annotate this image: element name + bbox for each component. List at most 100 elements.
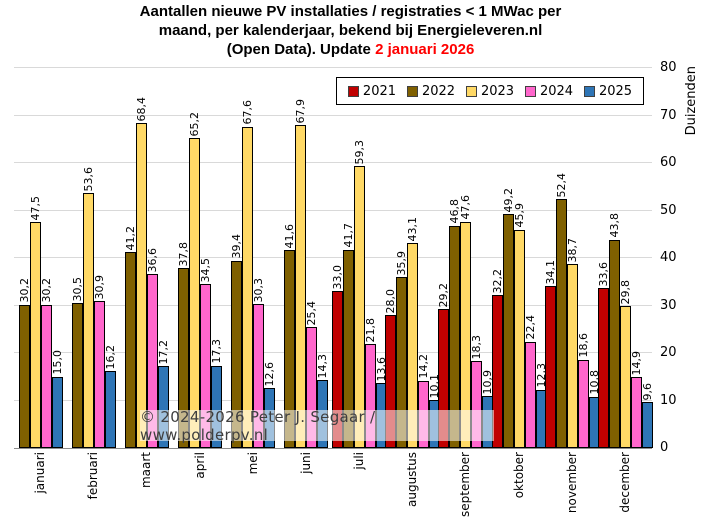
legend: 2021 2022 2023 2024 2025 <box>336 77 644 105</box>
value-label-mei-2023: 67,6 <box>241 100 255 125</box>
x-label-januari: januari <box>33 452 48 494</box>
legend-swatch-2022 <box>406 85 418 97</box>
legend-label-2021: 2021 <box>362 83 397 99</box>
bar-februari-2024 <box>93 301 105 448</box>
gridline-60 <box>14 162 652 163</box>
value-label-december-2024: 14,9 <box>629 350 643 376</box>
bar-juli-2023 <box>354 166 366 448</box>
legend-item-2022: 2022 <box>406 83 456 99</box>
value-label-januari-2023: 47,5 <box>28 195 42 221</box>
bar-augustus-2023 <box>407 243 419 448</box>
x-label-juli: juli <box>352 452 367 470</box>
y-tick-40: 40 <box>660 250 677 265</box>
x-label-oktober: oktober <box>511 452 526 499</box>
legend-label-2023: 2023 <box>480 83 515 99</box>
chart-title-line3-prefix: (Open Data). Update <box>226 41 376 58</box>
value-label-februari-2025: 16,2 <box>103 344 117 370</box>
x-label-september: september <box>458 452 473 517</box>
value-label-januari-2024: 30,2 <box>39 278 53 303</box>
y-tick-80: 80 <box>660 60 677 75</box>
bar-januari-2023 <box>29 222 41 448</box>
bar-februari-2025 <box>104 371 116 448</box>
value-label-mei-2022: 39,4 <box>230 234 244 259</box>
value-label-november-2023: 38,7 <box>565 237 579 263</box>
chart-title: Aantallen nieuwe PV installaties / regis… <box>0 2 701 59</box>
value-label-maart-2022: 41,2 <box>123 225 137 251</box>
y-tick-50: 50 <box>660 202 677 218</box>
bar-januari-2024 <box>40 304 52 448</box>
bar-mei-2023 <box>242 126 254 448</box>
legend-item-2021: 2021 <box>347 83 397 99</box>
chart-title-line3: (Open Data). Update 2 januari 2026 <box>0 40 701 59</box>
gridline-40 <box>14 257 652 258</box>
bar-november-2023 <box>566 264 578 448</box>
value-label-november-2024: 18,6 <box>576 333 590 358</box>
value-label-oktober-2025: 12,3 <box>534 363 548 388</box>
x-label-april: april <box>192 452 207 479</box>
x-label-maart: maart <box>139 452 154 489</box>
value-label-juni-2024: 25,4 <box>305 300 319 326</box>
bar-juli-2021 <box>332 291 344 448</box>
bar-november-2021 <box>544 286 556 448</box>
value-label-september-2025: 10,9 <box>481 369 495 395</box>
value-label-juli-2024: 21,8 <box>364 317 378 343</box>
x-label-augustus: augustus <box>405 452 420 507</box>
value-label-mei-2024: 30,3 <box>252 277 266 303</box>
plot-area: 30,2 47,5 30,2 15,0 30,5 53,6 30,9 16,2 41,2 68,4… <box>14 67 654 449</box>
value-label-mei-2025: 12,6 <box>263 361 277 387</box>
value-label-april-2023: 65,2 <box>188 111 202 137</box>
value-label-juli-2022: 41,7 <box>342 223 356 248</box>
legend-label-2024: 2024 <box>539 83 574 99</box>
y-tick-30: 30 <box>660 297 677 313</box>
bar-april-2025 <box>211 365 223 448</box>
value-label-februari-2023: 53,6 <box>81 166 95 192</box>
bar-december-2024 <box>630 377 642 448</box>
legend-label-2025: 2025 <box>598 83 633 99</box>
value-label-september-2021: 29,2 <box>437 282 451 308</box>
bar-februari-2023 <box>82 193 94 448</box>
legend-label-2022: 2022 <box>421 83 456 99</box>
value-label-december-2023: 29,8 <box>618 279 632 305</box>
value-label-maart-2024: 36,6 <box>145 247 159 273</box>
bar-april-2022 <box>178 268 190 448</box>
bar-januari-2022 <box>18 304 30 448</box>
value-label-juni-2023: 67,9 <box>294 98 308 124</box>
bar-juni-2024 <box>306 327 318 448</box>
bar-februari-2022 <box>71 303 83 448</box>
bar-juni-2023 <box>295 125 307 448</box>
value-label-september-2023: 47,6 <box>459 195 473 220</box>
x-label-november: november <box>564 452 579 514</box>
bar-september-2023 <box>460 221 472 448</box>
value-label-november-2022: 52,4 <box>554 172 568 198</box>
legend-item-2025: 2025 <box>583 83 633 99</box>
legend-item-2024: 2024 <box>524 83 574 99</box>
value-label-december-2022: 43,8 <box>607 213 621 238</box>
x-label-februari: februari <box>86 452 101 500</box>
gridline-80 <box>14 67 652 68</box>
value-label-juli-2025: 13,6 <box>375 356 389 382</box>
y-axis-title: Duizenden <box>684 66 699 136</box>
bar-mei-2022 <box>231 260 243 448</box>
bar-november-2022 <box>555 199 567 448</box>
bar-maart-2023 <box>135 123 147 448</box>
bar-maart-2025 <box>157 366 169 448</box>
value-label-december-2025: 9,6 <box>640 382 654 401</box>
value-label-oktober-2023: 45,9 <box>512 203 526 228</box>
bar-september-2021 <box>438 309 450 448</box>
value-label-juni-2022: 41,6 <box>283 223 297 249</box>
bar-september-2024 <box>471 361 483 448</box>
value-label-april-2022: 37,8 <box>177 241 191 267</box>
bar-oktober-2024 <box>524 341 536 448</box>
y-tick-0: 0 <box>660 440 669 455</box>
bar-juli-2022 <box>343 249 355 448</box>
chart-title-line2: maand, per kalenderjaar, bekend bij Ener… <box>158 22 543 39</box>
value-label-april-2024: 34,5 <box>199 257 213 283</box>
legend-swatch-2025 <box>583 85 595 97</box>
bar-juli-2024 <box>365 344 377 448</box>
x-label-mei: mei <box>245 452 260 475</box>
legend-item-2023: 2023 <box>465 83 515 99</box>
value-label-december-2021: 33,6 <box>596 261 610 287</box>
y-tick-70: 70 <box>660 107 677 123</box>
bar-augustus-2022 <box>396 277 408 448</box>
